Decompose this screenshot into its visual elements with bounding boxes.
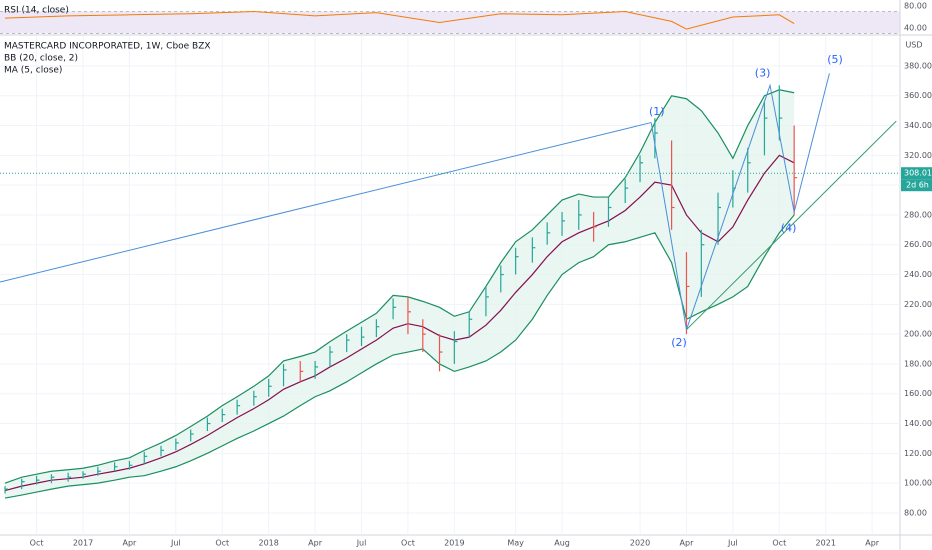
y-tick-label: 180.00 [904, 359, 932, 368]
x-tick-label: Oct [215, 539, 229, 548]
price-pane: 80.00 100.00 120.00 140.00 160.00 180.00 200.0… [0, 36, 932, 548]
y-tick-label: 340.00 [904, 121, 932, 130]
x-tick-label: Jul [170, 539, 181, 548]
indicator-label: BB (20, close, 2) [4, 54, 78, 64]
x-tick-label: Apr [865, 539, 880, 548]
y-tick-label: 160.00 [904, 389, 932, 398]
last-price-tag [901, 167, 932, 180]
currency-label: USD [905, 41, 922, 50]
y-tick-label: 280.00 [904, 210, 932, 219]
y-tick-label: 240.00 [904, 270, 932, 279]
last-price-label: 308.01 [904, 169, 932, 178]
y-tick-label: 40.00 [904, 23, 927, 32]
trend-line [650, 73, 830, 330]
x-tick-label: Apr [680, 539, 695, 548]
countdown-tag [901, 179, 932, 192]
x-tick-label: 2019 [444, 539, 464, 548]
rsi-band [0, 11, 900, 34]
y-tick-label: 360.00 [904, 91, 932, 100]
x-tick-label: Oct [30, 539, 44, 548]
rsi-title: RSI (14, close) [4, 6, 69, 16]
y-tick-label: 80.00 [904, 508, 927, 517]
x-tick-label: Apr [122, 539, 137, 548]
x-tick-label: Oct [772, 539, 786, 548]
x-tick-label: Oct [401, 539, 415, 548]
y-tick-label: 320.00 [904, 151, 932, 160]
x-tick-label: Aug [554, 539, 570, 548]
y-tick-label: 80.00 [904, 2, 927, 11]
rsi-pane: 80.00 40.00 [0, 2, 927, 34]
y-tick-label: 220.00 [904, 300, 932, 309]
countdown-label: 2d 6h [906, 181, 929, 190]
wave-label: (4) [781, 221, 797, 234]
x-tick-label: 2021 [816, 539, 836, 548]
x-tick-label: Jul [727, 539, 738, 548]
bb-fill [5, 89, 795, 499]
y-tick-label: 260.00 [904, 240, 932, 249]
x-tick-label: 2018 [259, 539, 279, 548]
x-tick-label: 2020 [630, 539, 650, 548]
chart-title: MASTERCARD INCORPORATED, 1W, Cboe BZX [4, 42, 211, 52]
y-tick-label: 140.00 [904, 419, 932, 428]
wave-label: (3) [755, 66, 771, 79]
x-tick-label: Apr [308, 539, 323, 548]
y-tick-label: 380.00 [904, 61, 932, 70]
wave-label: (1) [649, 105, 665, 118]
x-tick-label: 2017 [73, 539, 93, 548]
y-tick-label: 100.00 [904, 479, 932, 488]
y-tick-label: 120.00 [904, 449, 932, 458]
wave-label: (5) [827, 53, 843, 66]
y-tick-label: 200.00 [904, 330, 932, 339]
moving-average [4, 154, 795, 492]
indicator-label: MA (5, close) [4, 66, 62, 76]
bb-upper [4, 89, 795, 484]
wave-label: (2) [671, 336, 687, 349]
rsi-line [4, 11, 795, 30]
trend-line [686, 120, 897, 331]
trend-line [0, 122, 652, 283]
x-tick-label: May [507, 539, 524, 548]
bb-lower [4, 214, 795, 499]
x-tick-label: Jul [356, 539, 367, 548]
